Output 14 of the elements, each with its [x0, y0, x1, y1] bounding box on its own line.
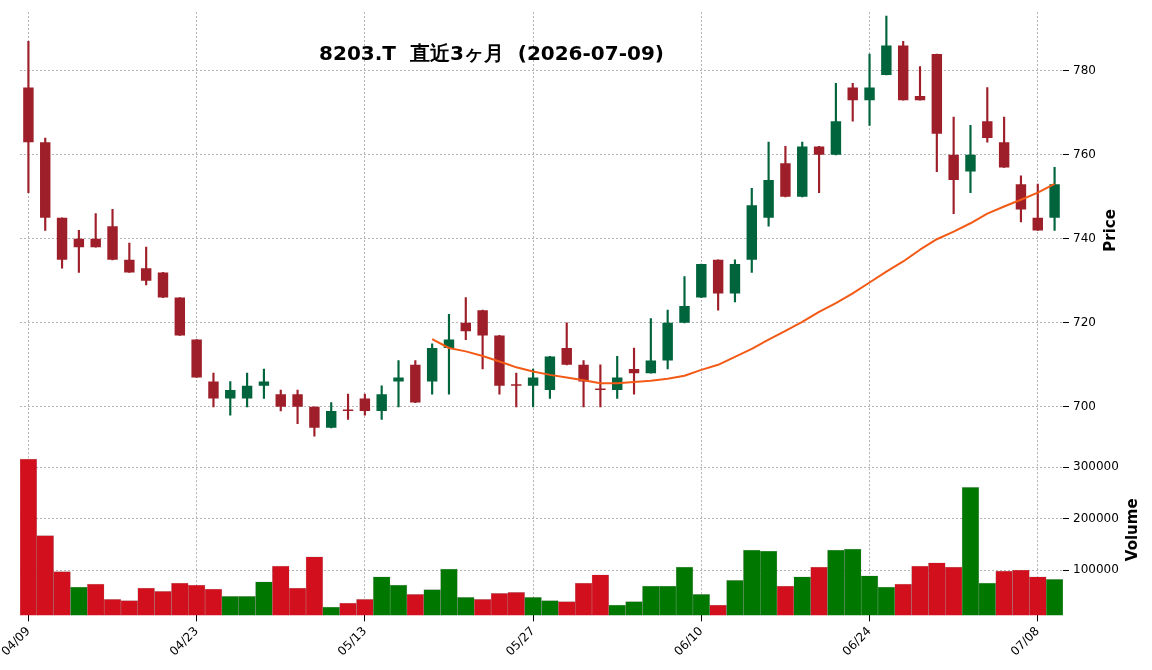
y-axis-title: Price [1100, 209, 1119, 252]
candlestick [965, 125, 976, 193]
y-tick-label: 760 [1073, 146, 1096, 161]
candlestick [864, 53, 875, 126]
y-tick-label: 700 [1073, 398, 1096, 413]
y-tick-label: 300000 [1073, 459, 1119, 474]
y-tick-label: 200000 [1073, 510, 1119, 525]
y-tick-label: 740 [1073, 230, 1096, 245]
y-tick-label: 100000 [1073, 562, 1119, 577]
y-tick-label: 780 [1073, 62, 1096, 77]
y-tick-label: 720 [1073, 314, 1096, 329]
y-axis-title: Volume [1122, 498, 1141, 562]
text: 8203.T 直近3ヶ月 (2026-07-09) [319, 41, 664, 66]
candlestick [393, 360, 404, 408]
